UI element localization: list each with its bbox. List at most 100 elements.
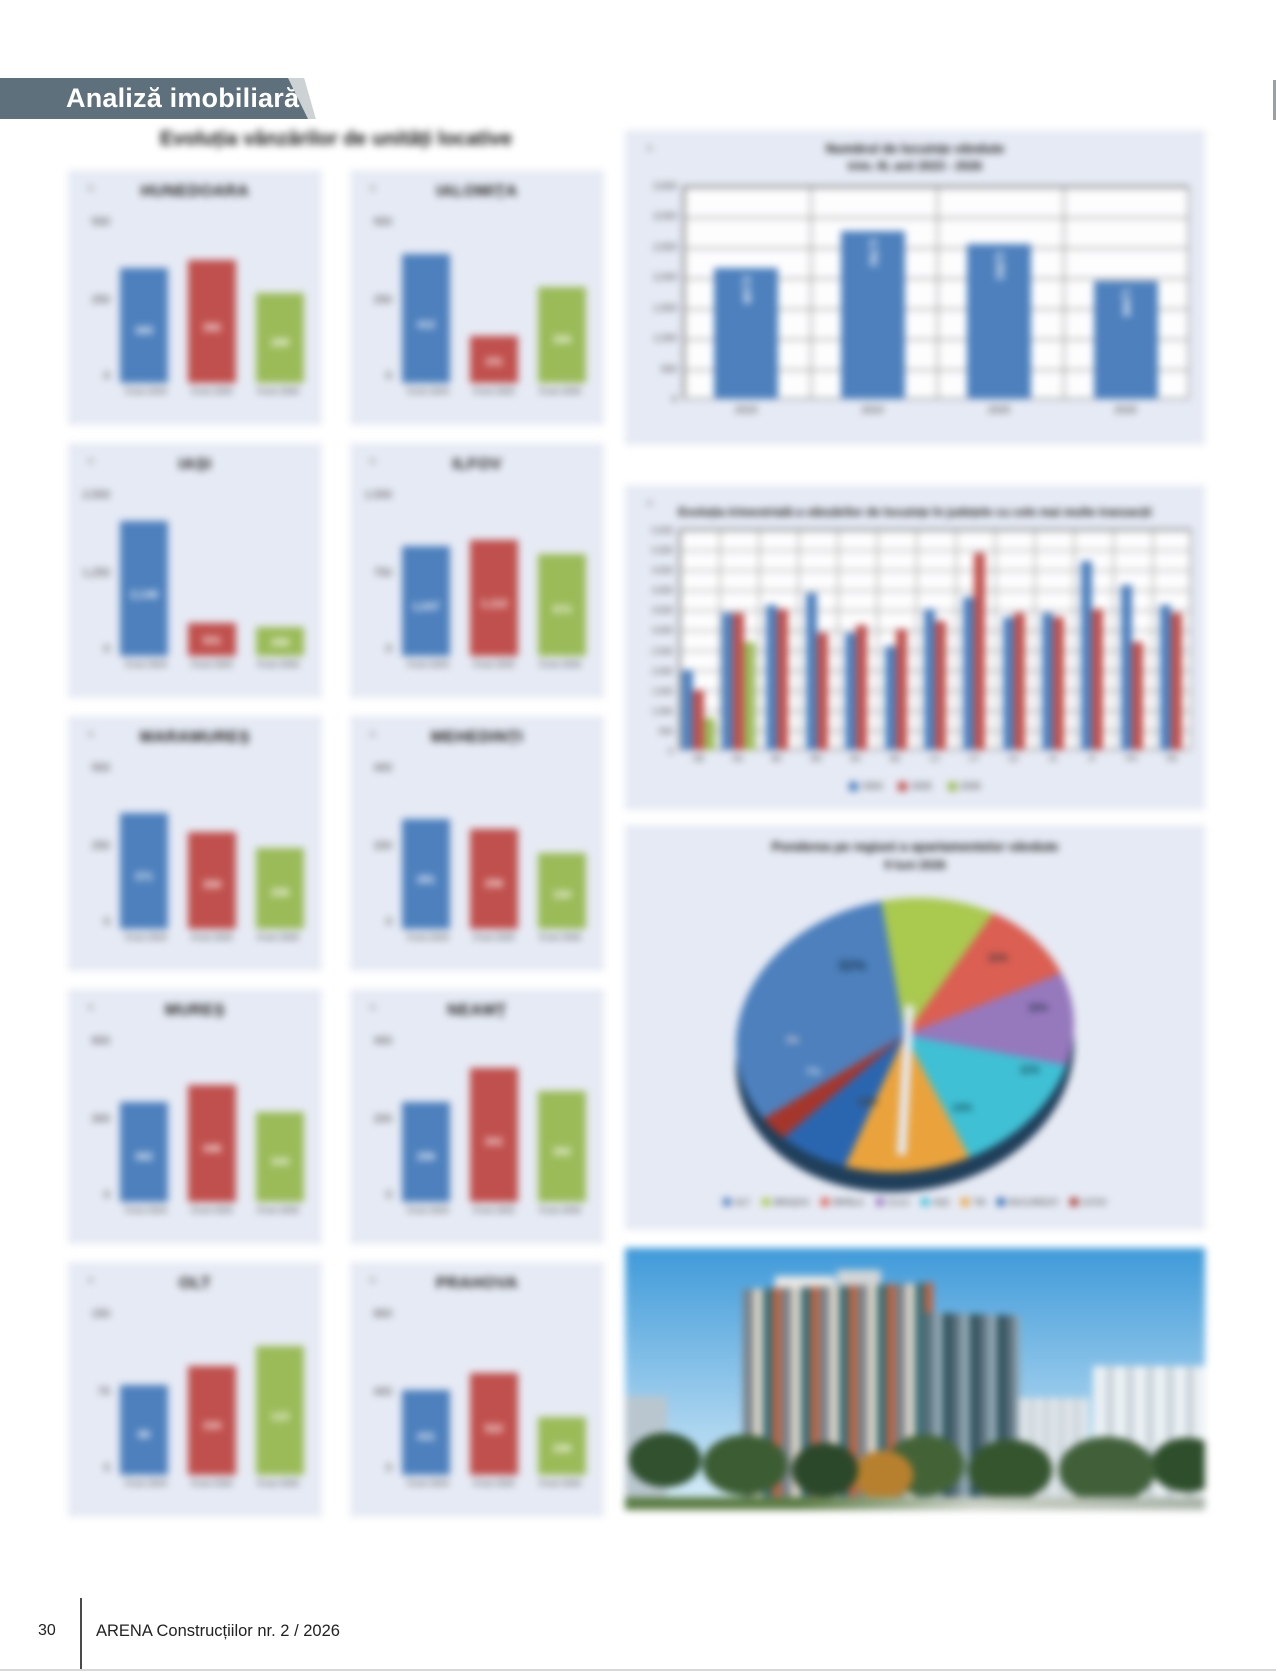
x-axis-label: 2025 [987, 405, 1011, 416]
x-axis-label: 9 luni 2026 [257, 386, 299, 396]
pie-slice-label: 12% [858, 1097, 879, 1108]
pie-legend: ALT BRAȘOV BRĂILA CLUJ IAȘI TM BUCUREȘTI ILFOV [625, 1197, 1205, 1207]
y-axis-label: 0 [671, 394, 677, 405]
x-axis-label: 9 luni 2026 [539, 386, 581, 396]
regional-share-pie-chart: Ponderea pe regiuni a apartamentelor vân… [625, 825, 1205, 1230]
county-chart-title: MEHEDINȚI [430, 729, 524, 746]
bar: 2,148 [714, 268, 779, 399]
bar [1081, 561, 1093, 750]
x-axis-label: IS [1049, 754, 1057, 763]
bar-value-label: 531 [202, 635, 222, 648]
x-axis-label: 9 luni 2026 [257, 1478, 299, 1488]
x-axis-label: 9 luni 2025 [191, 1478, 233, 1488]
bar: 298 [538, 1417, 586, 1475]
bar-slot: 382 [116, 1045, 172, 1202]
footer-magazine-title: ARENA Construcțiilor nr. 2 / 2026 [96, 1622, 340, 1640]
pie-slice-label: 10% [1028, 1003, 1049, 1014]
legend-swatch [821, 1198, 830, 1206]
bar: 104 [188, 1366, 236, 1475]
bar-value-label: 151 [484, 355, 504, 368]
y-axis-label: 5,500 [651, 525, 673, 535]
legend-label: CLUJ [887, 1197, 909, 1207]
county-chart-title: HUNEDOARA [140, 183, 250, 200]
bar-slot: 344 [252, 1045, 308, 1202]
axis-unit-label: u. [88, 728, 96, 738]
x-axis-label: AG [732, 754, 744, 763]
bar-slot: 341 [466, 1045, 522, 1202]
x-axis-label: 9 luni 2025 [191, 1205, 233, 1215]
bar-slot: 309 [184, 772, 240, 929]
bar: 1,047 [402, 546, 450, 656]
y-axis-label: 0 [385, 916, 392, 928]
bar [682, 670, 694, 750]
y-axis-label: 3,000 [651, 625, 673, 636]
x-axis-label: 2024 [861, 405, 884, 416]
legend-label: BRAȘOV [773, 1197, 810, 1207]
county-chart-title: OLT [178, 1275, 212, 1292]
bar-slot: 2,762 [810, 186, 937, 399]
legend-swatch [723, 1198, 732, 1206]
y-axis-label: 500 [661, 363, 677, 375]
y-axis-label: 250 [91, 294, 110, 306]
bar [743, 642, 755, 750]
bar-slot: 288 [252, 226, 308, 383]
bar-value-label: 288 [270, 336, 290, 349]
bar-slot: 1,047 [398, 499, 454, 656]
legend-item: 2024 [849, 781, 882, 791]
legend-label: BRĂILA [833, 1197, 864, 1207]
chart-title: Evoluția trimestrială a vânzărilor de lo… [678, 505, 1152, 519]
legend-swatch [997, 1198, 1006, 1206]
bar [923, 609, 935, 750]
bar [845, 633, 857, 750]
bar [1013, 613, 1025, 750]
legend-item: TM [961, 1197, 985, 1207]
bars-container: 2,148 2,762 2,553 1,946 [683, 186, 1189, 399]
x-axis-labels: 9 luni 2024 9 luni 2025 9 luni 2026 [116, 659, 308, 669]
bar-slot: 2,553 [936, 186, 1063, 399]
y-axis-label: 2,000 [651, 665, 673, 676]
bar-value-label: 446 [202, 1143, 222, 1156]
county-chart-title: IALOMIȚA [436, 183, 518, 200]
bar-value-label: 392 [202, 321, 222, 334]
y-axis-label: 0 [385, 643, 392, 655]
bar-group [1033, 529, 1072, 750]
bar: 531 [188, 623, 236, 656]
bar: 382 [120, 1102, 168, 1202]
y-axis-label: 200 [373, 1113, 392, 1125]
county-chart-panel: u. MUREȘ 600 300 0 382 446 344 9 luni 2024 9 luni… [68, 989, 322, 1244]
bar-slot: 86 [116, 1318, 172, 1475]
bar-slot: 392 [184, 226, 240, 383]
bar [805, 593, 817, 750]
x-axis-label: 9 luni 2024 [125, 659, 167, 669]
y-axis-label: 500 [658, 725, 673, 736]
x-axis-label: 9 luni 2024 [407, 659, 449, 669]
bar-slot: 2,148 [683, 186, 810, 399]
bar: 2,553 [967, 244, 1032, 399]
bar-group [876, 529, 915, 750]
county-chart-panel: u. OLT 150 75 0 86 104 123 9 luni 2024 9 luni 202… [68, 1262, 322, 1517]
chart-title-line1: Ponderea pe regiuni a apartamentelor vân… [771, 839, 1059, 854]
x-axis-label: IF [1088, 754, 1096, 763]
bar-value-label: 522 [484, 1423, 504, 1436]
bar-value-label: 412 [416, 318, 436, 331]
bar: 371 [120, 813, 168, 929]
bar [693, 690, 705, 750]
bar-slot: 282 [534, 1045, 590, 1202]
x-axis-labels: 9 luni 2024 9 luni 2025 9 luni 2026 [398, 1205, 590, 1215]
axis-unit-label: u. [370, 1001, 378, 1011]
y-axis-label: 600 [91, 1035, 110, 1047]
bar: 1,112 [470, 540, 518, 656]
bar-slot: 458 [252, 499, 308, 656]
y-axis-label: 250 [91, 840, 110, 852]
axis-unit-label: u. [370, 182, 378, 192]
legend-label: IAȘI [932, 1197, 949, 1207]
bar [895, 629, 907, 750]
y-axis-label: 0 [103, 643, 110, 655]
bar: 2,148 [120, 521, 168, 656]
bar [1053, 617, 1065, 750]
bar-slot: 256 [466, 772, 522, 929]
chart-title-line2: trim. III, anii 2023 - 2026 [847, 159, 983, 173]
bar [974, 553, 986, 750]
x-axis-labels: 9 luni 2024 9 luni 2025 9 luni 2026 [398, 386, 590, 396]
y-axis-label: 0 [103, 1189, 110, 1201]
